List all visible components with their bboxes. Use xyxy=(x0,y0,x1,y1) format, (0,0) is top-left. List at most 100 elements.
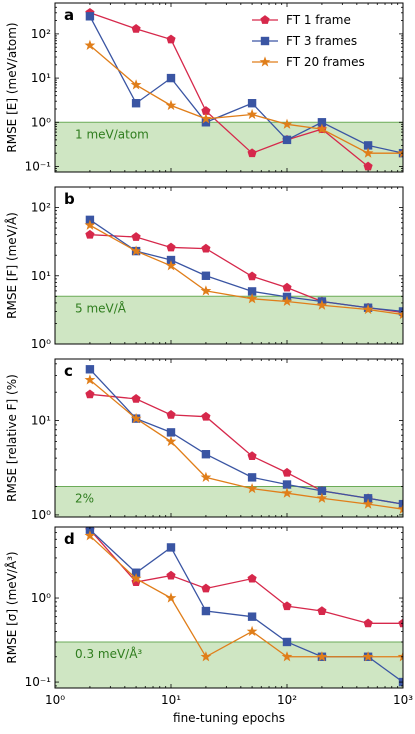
panel-letter: b xyxy=(64,190,75,208)
data-point-s3-3 xyxy=(165,99,177,111)
data-point-s2-1 xyxy=(85,12,95,21)
data-point-s3-8 xyxy=(362,303,374,315)
y-tick-label: 10⁰ xyxy=(31,115,51,129)
legend-label: FT 3 frames xyxy=(286,34,357,48)
panel-letter: a xyxy=(64,6,74,24)
x-tick-label: 10¹ xyxy=(161,693,181,707)
data-point-s2-5 xyxy=(247,287,257,296)
data-point-s2-8 xyxy=(363,141,373,150)
y-tick-label: 10¹ xyxy=(31,71,51,85)
data-point-s1-5 xyxy=(247,573,257,583)
data-point-s1-3 xyxy=(166,34,176,44)
panel-b: 5 meV/Å 10⁰ 10¹ 10² RMSE [F] (meV/Å) b xyxy=(4,186,404,351)
data-point-s2-2 xyxy=(131,99,141,108)
y-tick-label: 10⁻¹ xyxy=(25,159,52,173)
data-point-s2-5 xyxy=(247,99,257,108)
data-point-s3-1 xyxy=(84,39,96,50)
data-point-s3-5 xyxy=(246,625,258,637)
data-point-s1-6 xyxy=(282,282,292,292)
data-point-s1-3 xyxy=(166,410,176,419)
data-point-s3-5 xyxy=(246,108,258,120)
data-point-s2-3 xyxy=(166,428,176,437)
data-point-s3-1 xyxy=(84,219,96,230)
series-group xyxy=(84,215,403,320)
data-point-s1-4 xyxy=(201,243,211,253)
data-point-s3-4 xyxy=(200,471,212,482)
data-point-s3-7 xyxy=(316,492,328,503)
data-point-s3-5 xyxy=(246,482,258,494)
data-point-s1-1 xyxy=(85,229,95,239)
data-point-s3-7 xyxy=(316,651,328,662)
data-point-s3-9 xyxy=(397,503,403,514)
data-point-s2-3 xyxy=(166,73,176,83)
legend-label: FT 1 frame xyxy=(286,13,351,27)
data-point-s1-9 xyxy=(398,618,403,628)
data-point-s3-4 xyxy=(200,651,212,662)
series-group xyxy=(84,527,403,687)
series-group xyxy=(84,7,403,171)
data-point-s3-3 xyxy=(165,592,177,603)
data-point-s2-7 xyxy=(317,118,327,127)
data-point-s1-5 xyxy=(247,451,257,461)
data-point-s2-5 xyxy=(247,612,257,621)
data-point-s3-7 xyxy=(316,123,328,134)
data-point-s3-7 xyxy=(316,299,328,310)
data-point-s3-4 xyxy=(200,285,212,296)
y-tick-label: 10² xyxy=(31,201,51,215)
data-point-s2-6 xyxy=(282,135,292,145)
data-point-s3-4 xyxy=(200,113,212,124)
threshold-label: 5 meV/Å xyxy=(75,300,127,315)
data-point-s2-7 xyxy=(317,486,327,496)
legend-marker-2 xyxy=(260,36,270,46)
data-point-s2-5 xyxy=(247,473,257,482)
data-point-s3-3 xyxy=(165,260,177,271)
y-tick-label: 10⁻¹ xyxy=(25,675,52,689)
legend-label: FT 20 frames xyxy=(286,55,365,69)
y-tick-label: 10⁰ xyxy=(31,591,51,605)
x-tick-label: 10³ xyxy=(393,693,413,707)
data-point-s3-9 xyxy=(397,651,403,662)
panel-a: 1 meV/atom 10⁻¹ 10⁰ 10¹ 10² RMSE [E] (meV/ato… xyxy=(5,2,404,173)
series-line-1 xyxy=(89,12,369,167)
threshold-label: 1 meV/atom xyxy=(75,127,149,141)
data-point-s3-8 xyxy=(362,147,374,158)
data-point-s1-6 xyxy=(282,601,292,611)
data-point-s3-6 xyxy=(281,651,293,662)
data-point-s3-5 xyxy=(246,293,258,304)
data-point-s1-8 xyxy=(363,618,373,628)
data-point-s3-8 xyxy=(362,498,374,509)
data-point-s3-9 xyxy=(397,147,403,158)
y-tick-label: 10² xyxy=(31,27,51,41)
panel-c: 2% 10⁰ 10¹ RMSE [relative F] (%) c xyxy=(5,358,404,522)
data-point-s1-3 xyxy=(166,570,176,580)
data-point-s1-4 xyxy=(201,106,211,115)
data-point-s2-6 xyxy=(282,637,292,647)
data-point-s3-3 xyxy=(165,435,177,447)
threshold-band xyxy=(55,641,403,688)
panel-d: 0.3 meV/Å³ 10⁻¹ 10⁰ 10⁰ 10¹ 10² 10³ fine-tuning… xyxy=(4,526,413,725)
data-point-s2-3 xyxy=(166,543,176,552)
axes-frame xyxy=(54,358,404,518)
y-axis-label: RMSE [σ] (meV/Å³) xyxy=(4,551,19,663)
data-point-s1-8 xyxy=(363,161,373,171)
data-point-s2-1 xyxy=(85,365,95,374)
series-line-3 xyxy=(89,535,403,658)
y-axis-label: RMSE [relative F] (%) xyxy=(5,374,19,502)
data-point-s2-4 xyxy=(201,271,211,280)
data-point-s3-2 xyxy=(130,245,142,256)
data-point-s2-8 xyxy=(363,494,373,503)
data-point-s3-2 xyxy=(130,572,142,584)
x-axis-label: fine-tuning epochs xyxy=(173,711,285,725)
y-axis-label: RMSE [F] (meV/Å) xyxy=(4,212,19,319)
data-point-s2-2 xyxy=(131,568,141,577)
panel-letter: d xyxy=(64,530,75,548)
y-tick-label: 10¹ xyxy=(31,269,51,283)
data-point-s1-5 xyxy=(247,148,257,158)
y-tick-label: 10¹ xyxy=(31,414,51,428)
legend: FT 1 frame FT 3 frames FT 20 frames xyxy=(252,13,365,69)
legend-marker-1 xyxy=(260,15,270,24)
data-point-s3-6 xyxy=(281,487,293,498)
data-point-s1-1 xyxy=(85,389,95,399)
panel-letter: c xyxy=(64,362,73,380)
